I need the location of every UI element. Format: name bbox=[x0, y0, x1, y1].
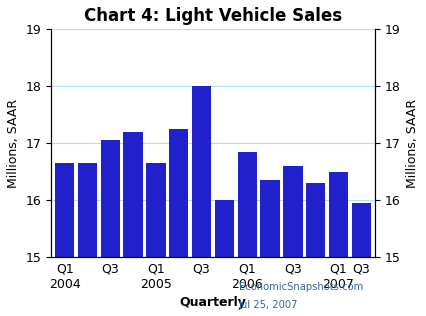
Bar bbox=[238, 152, 257, 316]
Bar bbox=[351, 203, 371, 316]
Bar bbox=[146, 163, 166, 316]
Bar bbox=[55, 163, 75, 316]
Bar bbox=[192, 86, 211, 316]
Bar bbox=[329, 172, 348, 316]
Text: EconomicSnapshots.com: EconomicSnapshots.com bbox=[239, 282, 363, 292]
Bar bbox=[283, 166, 302, 316]
Bar bbox=[124, 132, 143, 316]
Bar bbox=[169, 129, 188, 316]
Y-axis label: Millions, SAAR: Millions, SAAR bbox=[7, 99, 20, 188]
X-axis label: Quarterly: Quarterly bbox=[180, 296, 246, 309]
Bar bbox=[101, 140, 120, 316]
Title: Chart 4: Light Vehicle Sales: Chart 4: Light Vehicle Sales bbox=[84, 7, 342, 25]
Y-axis label: Millions, SAAR: Millions, SAAR bbox=[406, 99, 419, 188]
Bar bbox=[306, 183, 325, 316]
Bar bbox=[260, 180, 280, 316]
Text: Jul 25, 2007: Jul 25, 2007 bbox=[239, 300, 298, 310]
Bar bbox=[78, 163, 97, 316]
Bar bbox=[215, 200, 234, 316]
